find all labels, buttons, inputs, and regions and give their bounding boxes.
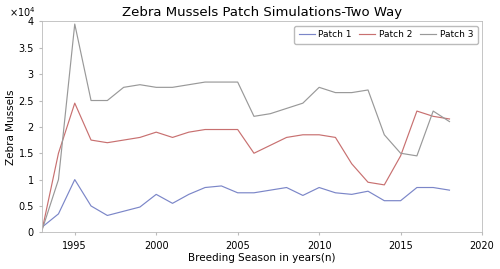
Patch 3	[414, 154, 420, 157]
Patch 1	[56, 212, 62, 215]
Patch 3	[365, 88, 371, 91]
Patch 2	[365, 180, 371, 184]
Patch 2	[218, 128, 224, 131]
Patch 1	[284, 186, 290, 189]
Patch 2	[332, 136, 338, 139]
Patch 2	[414, 109, 420, 113]
Patch 1	[137, 206, 143, 209]
Patch 1	[316, 186, 322, 189]
Text: $\times10^4$: $\times10^4$	[9, 6, 36, 19]
Patch 3	[104, 99, 110, 102]
Patch 3	[382, 133, 388, 136]
Patch 3	[39, 228, 45, 231]
Patch 1	[39, 225, 45, 229]
Patch 3	[88, 99, 94, 102]
Patch 2	[316, 133, 322, 136]
Line: Patch 1: Patch 1	[42, 180, 450, 227]
Title: Zebra Mussels Patch Simulations-Two Way: Zebra Mussels Patch Simulations-Two Way	[122, 6, 402, 19]
Patch 3	[120, 86, 126, 89]
Patch 3	[137, 83, 143, 86]
Patch 1	[348, 193, 354, 196]
Patch 2	[300, 133, 306, 136]
Patch 2	[430, 115, 436, 118]
Patch 3	[251, 115, 257, 118]
Patch 2	[88, 139, 94, 142]
Patch 2	[382, 183, 388, 186]
Patch 3	[170, 86, 175, 89]
Patch 2	[446, 117, 452, 121]
Patch 1	[153, 193, 159, 196]
Patch 1	[218, 184, 224, 187]
Patch 2	[348, 162, 354, 165]
Patch 1	[382, 199, 388, 202]
Patch 1	[104, 214, 110, 217]
Patch 3	[268, 112, 274, 115]
Line: Patch 2: Patch 2	[42, 103, 450, 230]
Patch 3	[72, 22, 78, 26]
Patch 2	[202, 128, 208, 131]
Patch 2	[56, 152, 62, 155]
Patch 1	[88, 204, 94, 208]
Patch 3	[56, 178, 62, 181]
Patch 3	[446, 120, 452, 123]
Patch 2	[153, 130, 159, 134]
Patch 2	[234, 128, 240, 131]
X-axis label: Breeding Season in years(n): Breeding Season in years(n)	[188, 253, 336, 263]
Patch 2	[398, 154, 404, 157]
Patch 1	[268, 189, 274, 192]
Patch 2	[72, 101, 78, 105]
Patch 2	[39, 228, 45, 231]
Patch 3	[218, 80, 224, 84]
Patch 1	[414, 186, 420, 189]
Patch 1	[186, 193, 192, 196]
Patch 1	[234, 191, 240, 194]
Patch 3	[332, 91, 338, 94]
Patch 1	[446, 189, 452, 192]
Patch 1	[251, 191, 257, 194]
Patch 1	[170, 202, 175, 205]
Patch 3	[234, 80, 240, 84]
Patch 2	[104, 141, 110, 144]
Patch 3	[153, 86, 159, 89]
Patch 2	[186, 130, 192, 134]
Patch 1	[365, 190, 371, 193]
Line: Patch 3: Patch 3	[42, 24, 450, 230]
Legend: Patch 1, Patch 2, Patch 3: Patch 1, Patch 2, Patch 3	[294, 26, 478, 44]
Patch 3	[300, 101, 306, 105]
Patch 1	[332, 191, 338, 194]
Patch 3	[430, 109, 436, 113]
Patch 3	[202, 80, 208, 84]
Patch 2	[251, 152, 257, 155]
Patch 1	[120, 210, 126, 213]
Patch 2	[170, 136, 175, 139]
Patch 1	[72, 178, 78, 181]
Patch 2	[268, 144, 274, 147]
Patch 2	[137, 136, 143, 139]
Patch 3	[398, 152, 404, 155]
Patch 1	[300, 194, 306, 197]
Patch 2	[120, 139, 126, 142]
Patch 3	[316, 86, 322, 89]
Patch 3	[348, 91, 354, 94]
Patch 3	[186, 83, 192, 86]
Patch 3	[284, 107, 290, 110]
Y-axis label: Zebra Mussels: Zebra Mussels	[6, 89, 16, 165]
Patch 1	[202, 186, 208, 189]
Patch 2	[284, 136, 290, 139]
Patch 1	[398, 199, 404, 202]
Patch 1	[430, 186, 436, 189]
